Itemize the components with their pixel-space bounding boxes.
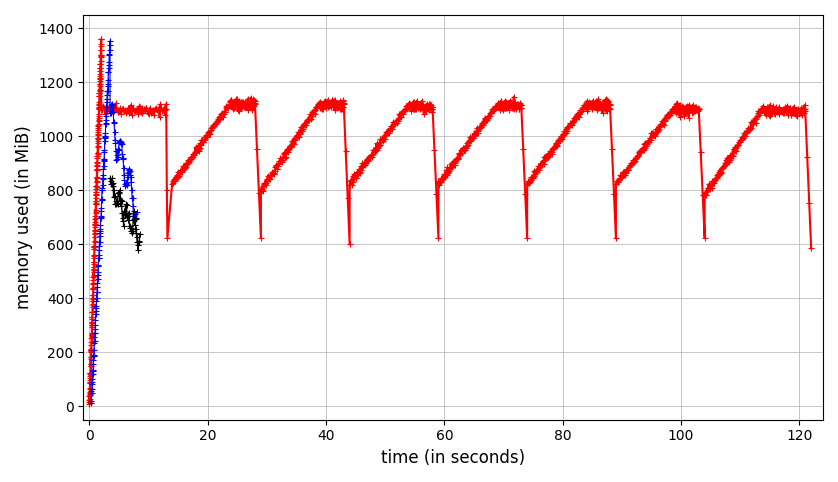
Y-axis label: memory used (in MiB): memory used (in MiB) xyxy=(15,125,33,309)
X-axis label: time (in seconds): time (in seconds) xyxy=(381,449,525,467)
